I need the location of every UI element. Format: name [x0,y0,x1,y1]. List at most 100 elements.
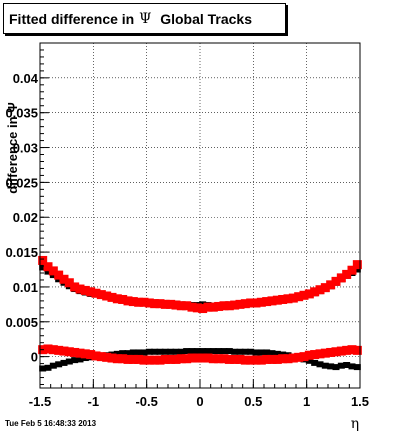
data-point-series-4 [155,355,165,365]
x-tick-label: 1.5 [351,394,369,409]
data-point-series-4 [107,353,117,363]
data-point-series-1 [39,264,47,271]
data-point-series-3 [119,350,127,357]
data-point-series-4 [128,354,138,364]
data-point-series-3 [44,364,52,371]
data-point-series-4 [208,354,218,364]
data-point-series-4 [192,353,202,363]
data-point-series-2 [203,302,213,312]
data-point-series-3 [231,348,239,355]
data-point-series-3 [236,348,244,355]
timestamp-footer: Tue Feb 5 16:48:33 2013 [5,419,97,428]
data-point-series-4 [70,347,80,357]
data-point-series-3 [172,348,180,355]
data-point-series-2 [352,260,362,270]
axis-layer: -1.5 -1 -0.5 0 0.5 1 1.5 0 0.005 0.01 0.015 0.02 0.0… [5,49,369,409]
data-point-series-3 [305,357,313,364]
data-point-series-4 [80,349,90,359]
data-point-series-4 [278,354,288,364]
data-point-series-3 [204,348,212,355]
series-layer [38,255,362,372]
data-point-series-2 [75,284,85,294]
data-point-series-3 [273,350,281,357]
y-tick-label: 0.035 [5,106,38,121]
x-axis-label: η [351,416,359,432]
data-point-series-2 [251,298,261,308]
data-point-series-2 [240,299,250,309]
data-point-series-3 [188,348,196,355]
data-point-series-2 [112,294,122,304]
data-point-series-2 [182,301,192,311]
data-point-series-4 [347,345,357,355]
data-point-series-2 [48,266,58,276]
data-point-series-4 [166,354,176,364]
data-point-series-2 [96,290,106,300]
data-point-series-2 [139,297,149,307]
data-point-series-3 [332,364,340,371]
data-point-series-4 [299,352,309,362]
data-point-series-2 [283,294,293,304]
data-point-series-4 [102,352,112,362]
data-point-series-2 [326,280,336,290]
data-point-series-4 [75,348,85,358]
data-point-series-3 [145,348,153,355]
data-point-series-2 [80,285,90,295]
data-point-series-2 [187,302,197,312]
data-point-series-2 [294,292,304,302]
data-point-series-4 [54,345,64,355]
data-point-series-4 [256,355,266,365]
data-point-series-3 [353,364,361,371]
data-point-series-2 [70,282,80,292]
data-point-series-3 [39,365,47,372]
data-point-series-2 [262,297,272,307]
data-point-series-2 [299,290,309,300]
data-point-series-4 [59,346,69,356]
data-point-series-4 [203,353,213,363]
data-point-series-3 [337,362,345,369]
data-point-series-4 [43,344,53,354]
data-point-series-2 [246,298,256,308]
data-point-series-4 [48,345,58,355]
data-point-series-4 [171,354,181,364]
data-point-series-4 [182,354,192,364]
data-point-series-2 [91,288,101,298]
data-point-series-2 [128,297,138,307]
data-point-series-3 [55,361,63,368]
data-point-series-3 [225,348,233,355]
data-point-series-2 [134,297,144,307]
data-point-series-4 [283,354,293,364]
data-point-series-3 [252,349,260,356]
data-point-series-3 [220,348,228,355]
data-point-series-4 [112,354,122,364]
data-point-series-2 [310,287,320,297]
data-point-series-4 [64,347,74,357]
data-point-series-1 [44,268,52,275]
data-point-series-4 [139,355,149,365]
x-tick-label: 0.5 [244,394,262,409]
data-point-series-3 [129,349,137,356]
data-point-series-4 [315,349,325,359]
data-point-series-2 [160,299,170,309]
chart-title-prefix: Fitted difference in [9,10,135,27]
y-tick-label: 0.03 [13,141,38,156]
data-point-series-3 [348,363,356,370]
x-tick-label: 0 [196,394,203,409]
data-point-series-2 [331,276,341,286]
data-point-series-4 [91,351,101,361]
y-tick-label: 0.025 [5,175,38,190]
data-point-series-4 [352,345,362,355]
data-point-series-2 [150,299,160,309]
data-point-series-2 [214,301,224,311]
data-point-series-2 [256,297,266,307]
data-point-series-4 [123,354,133,364]
data-point-series-3 [327,363,335,370]
data-point-series-2 [59,274,69,284]
data-point-series-4 [336,346,346,356]
data-point-series-3 [140,349,148,356]
data-point-series-4 [294,352,304,362]
x-tick-label: 1 [303,394,310,409]
grid-layer [39,43,361,388]
chart-title-suffix: Global Tracks [160,10,253,27]
data-point-series-3 [60,359,68,366]
data-point-series-4 [230,354,240,364]
